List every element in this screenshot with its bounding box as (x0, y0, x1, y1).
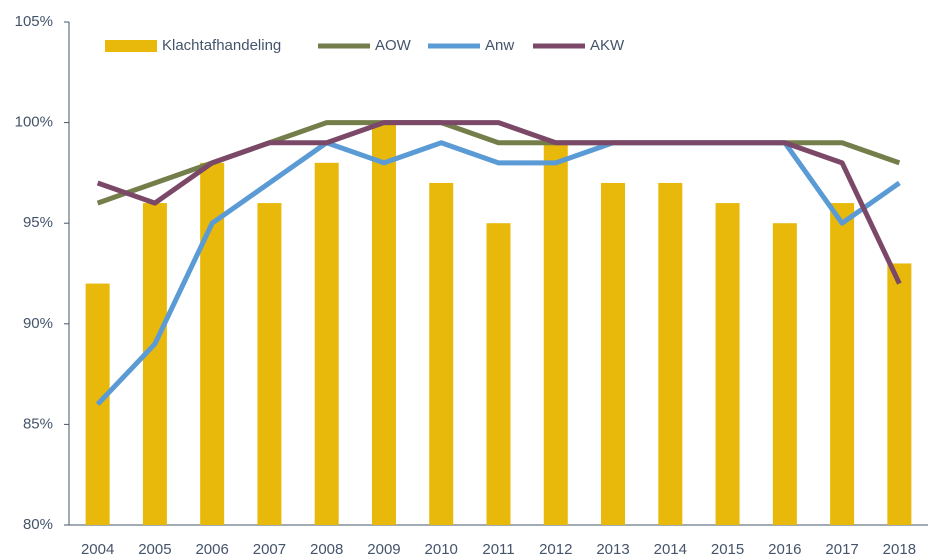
x-tick-label: 2013 (596, 541, 629, 558)
bar (257, 203, 282, 525)
x-tick-label: 2011 (482, 541, 514, 558)
legend-label: Anw (485, 37, 514, 54)
x-tick-label: 2014 (654, 541, 687, 558)
bar (772, 223, 797, 525)
x-tick-label: 2009 (367, 541, 400, 558)
y-tick-label: 95% (23, 214, 53, 231)
x-tick-label: 2015 (711, 541, 744, 558)
bar (543, 142, 568, 525)
bar (658, 182, 683, 525)
y-tick-label: 100% (15, 114, 53, 131)
x-tick-label: 2010 (425, 541, 458, 558)
y-tick-label: 90% (23, 315, 53, 332)
bar (830, 203, 855, 525)
bar (486, 223, 511, 525)
bar (142, 203, 167, 525)
y-tick-label: 80% (23, 516, 53, 533)
bar (715, 203, 740, 525)
x-tick-label: 2007 (253, 541, 286, 558)
legend-label: AKW (590, 37, 625, 54)
bar (887, 263, 912, 525)
x-tick-label: 2005 (138, 541, 171, 558)
x-tick-label: 2012 (539, 541, 572, 558)
legend-label: AOW (375, 37, 412, 54)
legend-swatch (105, 40, 157, 52)
x-tick-label: 2016 (768, 541, 801, 558)
line (96, 120, 902, 285)
bar (429, 182, 454, 525)
bar (314, 162, 339, 525)
x-tick-label: 2004 (81, 541, 114, 558)
x-tick-label: 2006 (195, 541, 228, 558)
y-tick-label: 105% (15, 13, 53, 30)
bar (371, 122, 396, 525)
x-tick-label: 2018 (883, 541, 916, 558)
x-tick-label: 2017 (825, 541, 858, 558)
legend-label: Klachtafhandeling (162, 37, 281, 54)
x-tick-label: 2008 (310, 541, 343, 558)
bar (601, 182, 626, 525)
y-tick-label: 85% (23, 415, 53, 432)
